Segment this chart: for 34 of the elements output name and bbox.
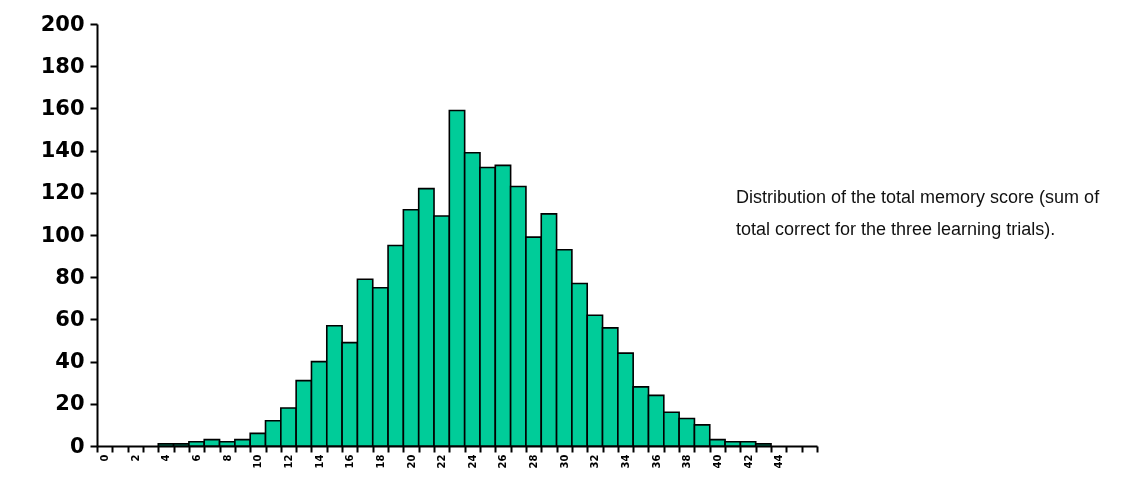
y-tick-label: 180 [40,53,85,78]
y-tick-label: 200 [40,11,85,36]
x-tick-label: 42 [742,454,754,469]
x-tick-label: 22 [436,454,448,469]
x-tick-label: 18 [374,454,386,469]
y-tick-label: 120 [40,180,85,205]
y-tick-label: 20 [55,391,85,416]
x-tick-label: 36 [650,454,662,469]
x-tick-label: 28 [528,454,540,469]
x-tick-label: 30 [558,454,570,469]
x-tick-label: 16 [344,454,356,469]
y-tick-label: 140 [40,138,85,163]
x-tick-label: 0 [99,454,111,462]
x-tick-label: 40 [711,454,723,469]
x-tick-label: 12 [282,454,294,469]
x-tick-label: 44 [773,454,785,469]
x-tick-label: 4 [160,454,172,462]
annotation: Distribution of the total memory score (sum of total correct for the three learning trials). [736,186,1101,241]
x-tick-label: 20 [405,454,417,469]
y-tick-label: 160 [40,95,85,120]
x-tick-label: 14 [313,454,325,469]
x-tick-label: 26 [497,454,509,469]
y-tick-label: 80 [55,264,85,289]
x-tick-label: 34 [620,454,632,469]
x-tick-label: 6 [191,454,203,462]
y-tick-label: 100 [40,222,85,247]
x-tick-label: 32 [589,454,601,469]
x-tick-label: 24 [466,454,478,469]
x-tick-label: 2 [129,454,141,462]
y-tick-label: 60 [55,306,85,331]
x-tick-label: 8 [221,454,233,462]
x-tick-label: 10 [252,454,264,469]
x-tick-label: 38 [681,454,693,469]
y-tick-label: 40 [55,349,85,374]
